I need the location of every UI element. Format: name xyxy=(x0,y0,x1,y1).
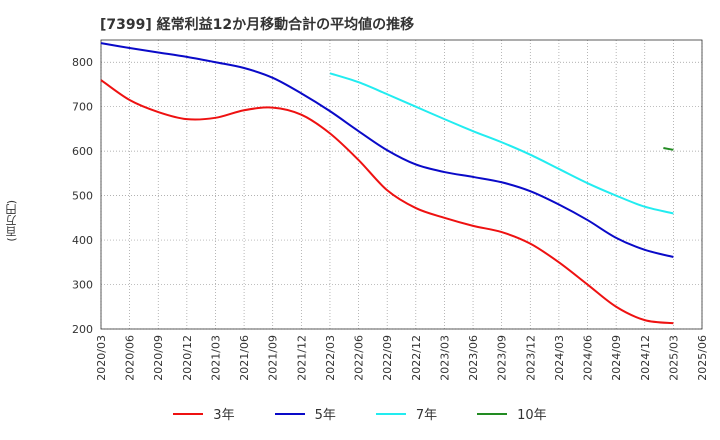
y-tick-label: 800 xyxy=(72,56,93,69)
y-tick-label: 400 xyxy=(72,234,93,247)
series-line xyxy=(100,42,674,258)
legend-item: 10年 xyxy=(477,404,547,423)
x-tick-label: 2020/09 xyxy=(152,335,165,381)
series-line xyxy=(100,79,674,325)
legend-swatch xyxy=(375,412,406,415)
legend-label: 7年 xyxy=(415,408,438,423)
x-tick-label: 2025/03 xyxy=(667,335,680,381)
x-tick-label: 2021/09 xyxy=(267,335,280,381)
x-tick-label: 2022/06 xyxy=(353,335,366,381)
x-tick-label: 2020/06 xyxy=(124,335,137,381)
plot-area: 200 300 400 500 600 700 800 2020/03 2020/06 2020/… xyxy=(72,39,709,381)
legend-item: 7年 xyxy=(375,404,438,423)
x-tick-label: 2024/06 xyxy=(582,335,595,381)
x-tick-label: 2024/03 xyxy=(553,335,566,381)
legend-swatch xyxy=(173,412,204,415)
legend-label: 3年 xyxy=(213,408,235,423)
x-tick-label: 2022/03 xyxy=(324,335,337,381)
legend-label: 5年 xyxy=(314,408,336,423)
y-tick-label: 700 xyxy=(72,101,93,114)
series-line xyxy=(663,147,674,151)
x-tick-label: 2024/09 xyxy=(610,335,623,381)
chart-title: [7399] 経常利益12か月移動合計の平均値の推移 xyxy=(100,17,415,33)
x-tick-label: 2023/12 xyxy=(524,335,537,381)
x-tick-label: 2021/06 xyxy=(238,335,251,381)
y-tick-label: 200 xyxy=(72,323,93,336)
x-tick-label: 2022/09 xyxy=(381,335,394,381)
x-tick-label: 2020/03 xyxy=(95,335,108,381)
x-tick-label: 2024/12 xyxy=(639,335,652,381)
x-tick-label: 2022/12 xyxy=(410,335,423,381)
legend-item: 3年 xyxy=(173,404,235,423)
y-tick-label: 600 xyxy=(72,145,93,158)
legend-item: 5年 xyxy=(274,404,336,423)
x-tick-label: 2021/03 xyxy=(209,335,222,381)
legend: 3年 5年 7年 10年 xyxy=(0,404,720,423)
legend-swatch xyxy=(274,412,305,415)
legend-label: 10年 xyxy=(517,408,547,423)
x-tick-label: 2023/09 xyxy=(496,335,509,381)
x-tick-label: 2023/06 xyxy=(467,335,480,381)
x-tick-label: 2023/03 xyxy=(438,335,451,381)
x-tick-label: 2021/12 xyxy=(295,335,308,381)
x-tick-label: 2020/12 xyxy=(181,335,194,381)
x-tick-label: 2025/06 xyxy=(696,335,709,381)
y-tick-label: 300 xyxy=(72,279,93,292)
plot-frame xyxy=(100,39,703,330)
series-line xyxy=(329,72,674,215)
legend-swatch xyxy=(477,412,508,415)
y-tick-label: 500 xyxy=(72,190,93,203)
